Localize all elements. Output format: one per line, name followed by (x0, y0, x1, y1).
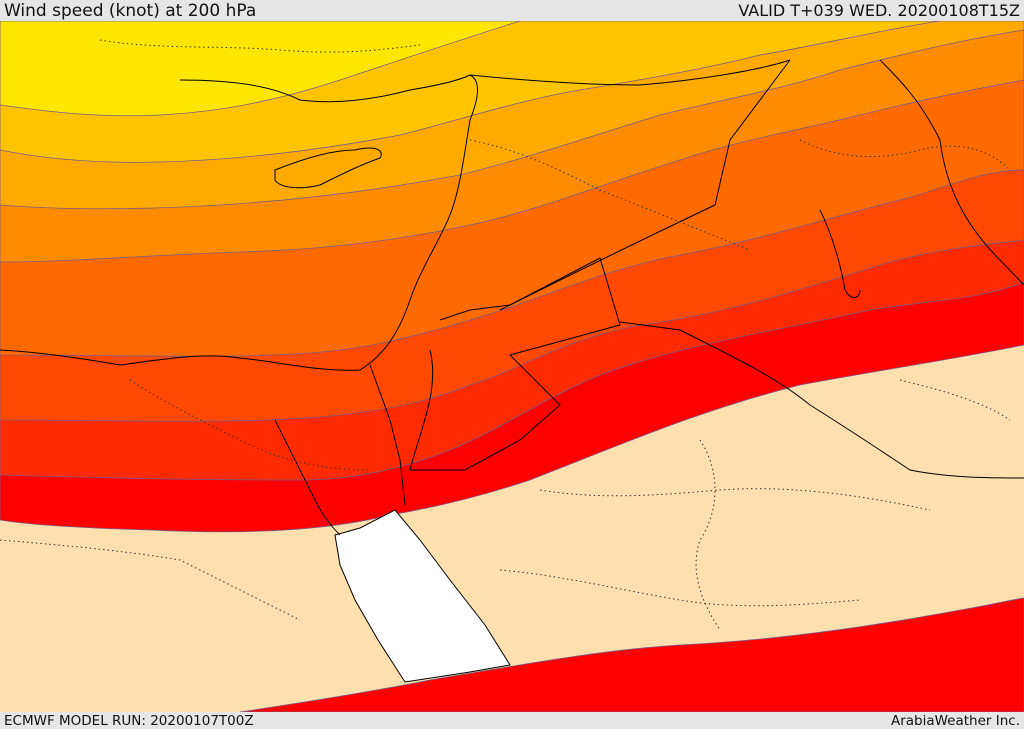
valid-time: VALID T+039 WED. 20200108T15Z (738, 1, 1020, 20)
med-coast (0, 74, 478, 371)
dotted-boundary-3 (539, 488, 931, 511)
dotted-boundary-7 (799, 139, 1011, 171)
iraq-saudi-border (619, 321, 1024, 479)
dotted-boundary-2 (469, 139, 751, 251)
dotted-boundary-8 (99, 39, 421, 53)
map-header: Wind speed (knot) at 200 hPa VALID T+039… (0, 0, 1024, 21)
red-sea (334, 509, 511, 683)
gulf-coast (819, 209, 861, 298)
credit: ArabiaWeather Inc. (890, 712, 1020, 729)
dotted-boundary-4 (499, 569, 861, 607)
sinai-border (369, 364, 406, 506)
turkey-coast (179, 59, 791, 103)
wind-speed-map (0, 21, 1024, 712)
cyprus (274, 147, 382, 189)
dotted-boundary-1 (129, 379, 371, 471)
southern-jet-band (239, 597, 1024, 712)
map-title: Wind speed (knot) at 200 hPa (4, 0, 257, 21)
band-1 (0, 21, 521, 117)
map-footer: ECMWF MODEL RUN: 20200107T00Z ArabiaWeat… (0, 712, 1024, 729)
syria-iraq-border (499, 59, 791, 311)
dotted-boundary-5 (0, 539, 301, 621)
model-run: ECMWF MODEL RUN: 20200107T00Z (4, 712, 254, 729)
gulf-suez (274, 419, 341, 536)
jordan-border (409, 257, 621, 471)
iran-border (879, 59, 1024, 286)
